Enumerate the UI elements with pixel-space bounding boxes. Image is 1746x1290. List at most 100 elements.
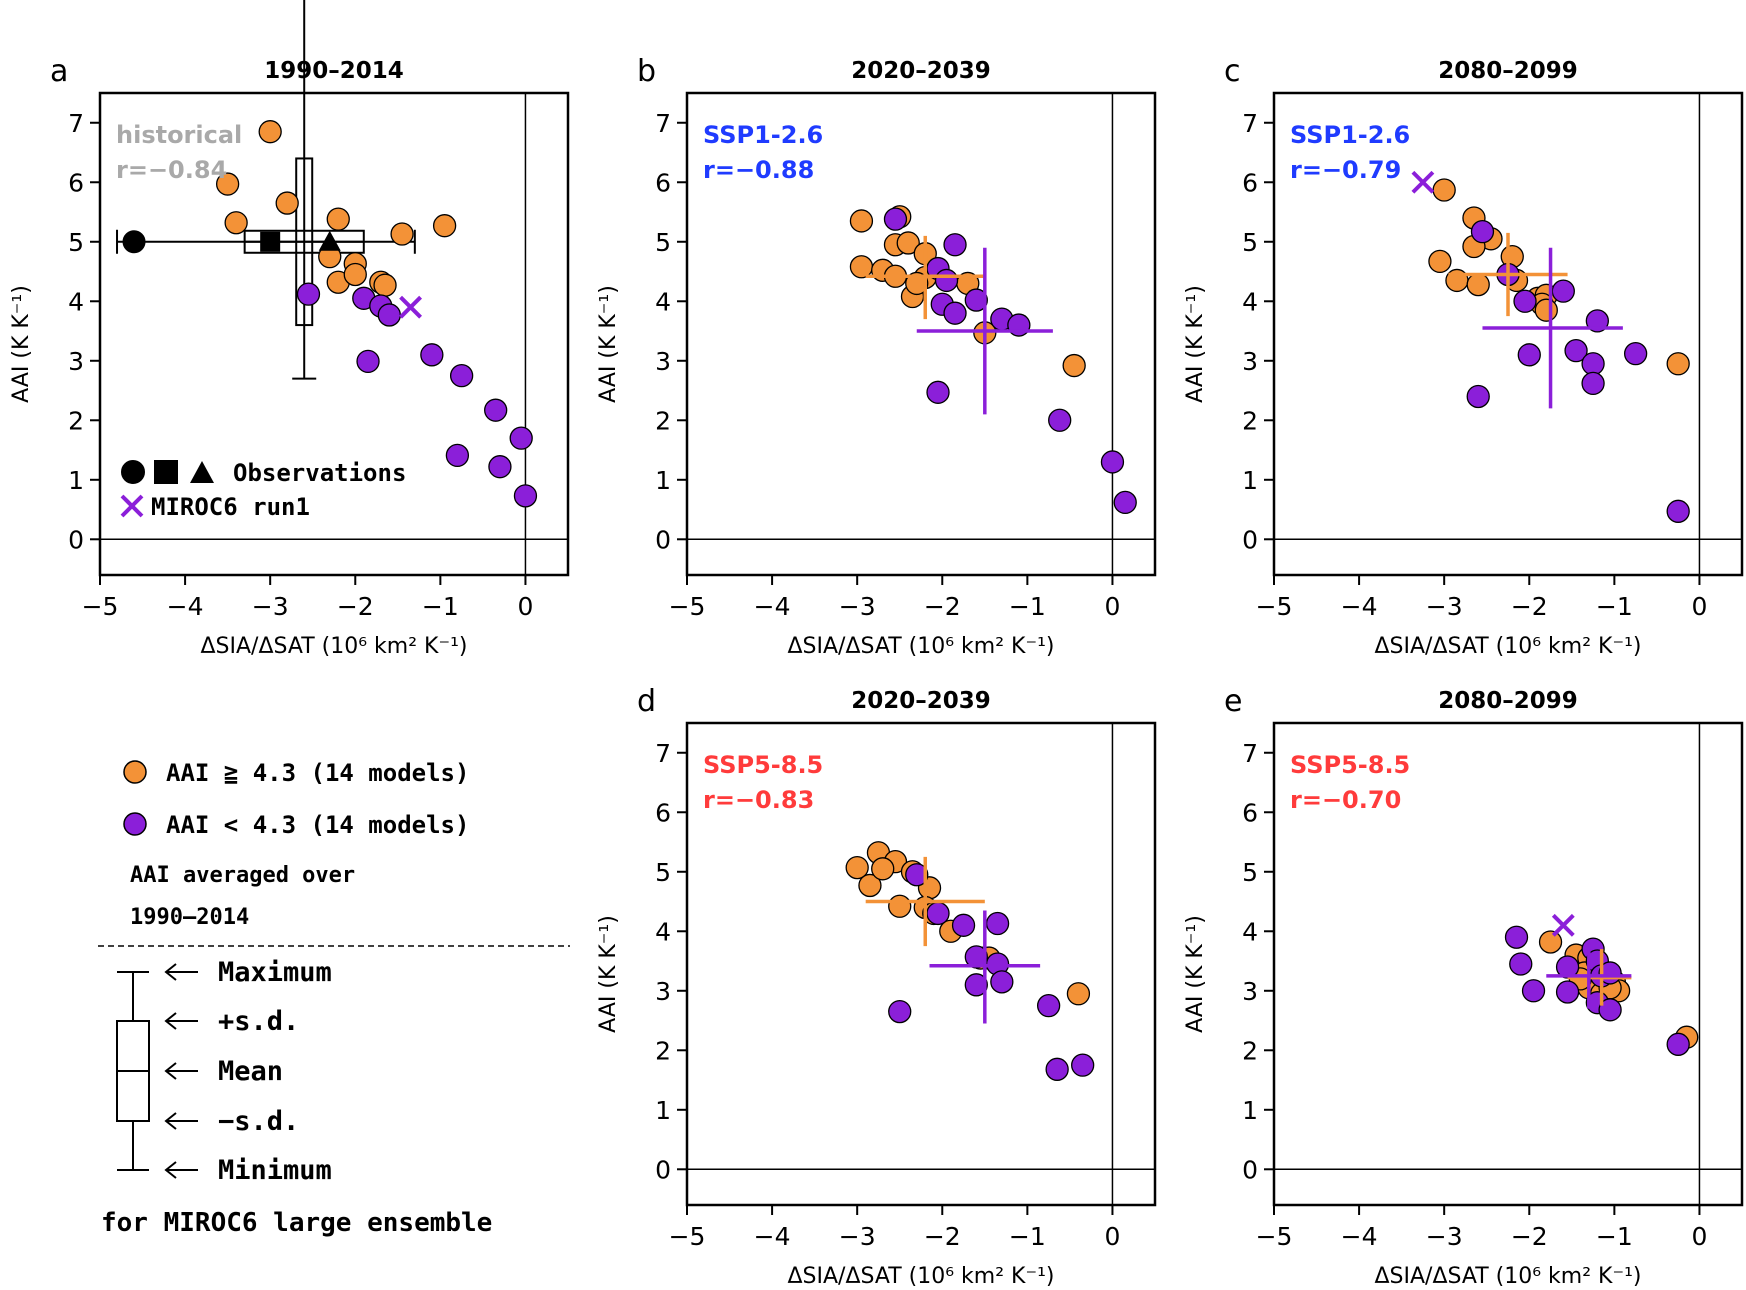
y-tick-label-1: 1 bbox=[655, 466, 671, 495]
miroc-run1-marker bbox=[1551, 913, 1575, 937]
miroc-run1-stroke-b bbox=[399, 295, 422, 319]
y-tick-label-3: 3 bbox=[1242, 347, 1258, 376]
y-axis-label: AAI (K K⁻¹) bbox=[596, 915, 621, 1033]
x-tick-label-1: −4 bbox=[754, 1222, 791, 1251]
y-tick-label-2: 2 bbox=[1242, 1036, 1258, 1065]
period-title: 2080–2099 bbox=[1438, 688, 1578, 714]
x-tick-label-2: −3 bbox=[1426, 592, 1463, 621]
orange-point-13 bbox=[1666, 352, 1690, 376]
legend-box-minus-sd: −s.d. bbox=[218, 1106, 299, 1137]
x-tick-label-4: −1 bbox=[1596, 592, 1633, 621]
plot-frame bbox=[685, 721, 1157, 1207]
legend-low-group-marker bbox=[123, 812, 147, 836]
y-tick-label-5: 5 bbox=[1242, 228, 1258, 257]
legend-box-minimum: Minimum bbox=[218, 1155, 332, 1186]
legend-box-caption: for MIROC6 large ensemble bbox=[101, 1208, 492, 1238]
y-tick-label-1: 1 bbox=[1242, 1096, 1258, 1125]
x-tick-label-5: 0 bbox=[1692, 592, 1708, 621]
panel-letter: d bbox=[637, 684, 656, 719]
purple-point-1 bbox=[1509, 952, 1533, 976]
purple-point-3 bbox=[1551, 279, 1575, 303]
purple-point-1 bbox=[943, 233, 967, 257]
orange-point-2 bbox=[858, 873, 882, 898]
y-tick-label-5: 5 bbox=[655, 858, 671, 887]
y-tick-label-6: 6 bbox=[1242, 798, 1258, 827]
purple-point-10 bbox=[1045, 1057, 1069, 1081]
x-tick-label-3: −2 bbox=[1511, 592, 1548, 621]
legend-box-diagram bbox=[116, 971, 150, 1171]
x-tick-label-1: −4 bbox=[1341, 1222, 1378, 1251]
y-tick-label-5: 5 bbox=[1242, 858, 1258, 887]
x-axis-label: ΔSIA/ΔSAT (10⁶ km² K⁻¹) bbox=[1375, 634, 1642, 659]
purple-point-7 bbox=[1517, 343, 1541, 367]
observation-triangle bbox=[318, 230, 341, 251]
y-tick-label-0: 0 bbox=[655, 525, 671, 554]
y-tick-label-5: 5 bbox=[655, 228, 671, 257]
x-tick-label-4: −1 bbox=[1596, 1222, 1633, 1251]
x-tick-label-5: 0 bbox=[518, 592, 534, 621]
purple-point-6 bbox=[964, 288, 988, 312]
x-tick-label-3: −2 bbox=[1511, 1222, 1548, 1251]
miroc-run1-stroke-b bbox=[1551, 913, 1575, 937]
x-axis-label: ΔSIA/ΔSAT (10⁶ km² K⁻¹) bbox=[788, 1264, 1055, 1289]
x-tick-label-2: −3 bbox=[839, 592, 876, 621]
orange-point-11 bbox=[373, 273, 397, 297]
purple-point-1 bbox=[926, 901, 950, 926]
y-tick-label-3: 3 bbox=[655, 347, 671, 376]
purple-point-2 bbox=[951, 913, 976, 937]
legend-miroc-run1-label: MIROC6 run1 bbox=[151, 493, 310, 521]
legend-miroc-run1-marker bbox=[120, 494, 144, 518]
orange-point-6 bbox=[432, 214, 457, 238]
panel-letter: a bbox=[50, 54, 68, 89]
plot-frame bbox=[1272, 721, 1744, 1207]
purple-point-9 bbox=[1581, 371, 1605, 396]
x-tick-label-3: −2 bbox=[924, 592, 961, 621]
y-tick-label-7: 7 bbox=[68, 109, 84, 138]
legend: Observations MIROC6 run1 AAI ≧ 4.3 (14 m… bbox=[98, 459, 570, 1238]
x-tick-label-0: −5 bbox=[1256, 592, 1293, 621]
y-tick-label-5: 5 bbox=[68, 228, 84, 257]
y-tick-label-1: 1 bbox=[1242, 466, 1258, 495]
purple-point-9 bbox=[926, 380, 950, 404]
purple-point-11 bbox=[1100, 450, 1125, 474]
purple-point-5 bbox=[420, 343, 444, 367]
orange-point-12 bbox=[343, 262, 367, 287]
legend-box-maximum: Maximum bbox=[218, 957, 332, 988]
x-tick-label-0: −5 bbox=[1256, 1222, 1293, 1251]
y-tick-label-2: 2 bbox=[68, 406, 84, 435]
purple-point-4 bbox=[1555, 980, 1580, 1004]
purple-point-12 bbox=[1113, 490, 1137, 515]
y-axis-label: AAI (K K⁻¹) bbox=[9, 285, 34, 403]
purple-point-11 bbox=[1666, 499, 1690, 523]
purple-point-11 bbox=[1666, 1032, 1690, 1056]
y-tick-label-6: 6 bbox=[1242, 168, 1258, 197]
x-tick-label-1: −4 bbox=[1341, 592, 1378, 621]
legend-note-line2: 1990–2014 bbox=[130, 905, 249, 930]
panel-letter: b bbox=[637, 54, 656, 89]
period-title: 1990–2014 bbox=[264, 58, 404, 84]
miroc-ensemble-box bbox=[243, 0, 365, 380]
y-tick-label-2: 2 bbox=[655, 1036, 671, 1065]
purple-point-11 bbox=[1071, 1053, 1095, 1077]
x-tick-label-3: −2 bbox=[337, 592, 374, 621]
y-tick-label-0: 0 bbox=[1242, 525, 1258, 554]
y-axis-label: AAI (K K⁻¹) bbox=[1183, 285, 1208, 403]
orange-point-12 bbox=[1062, 353, 1086, 378]
scenario-label: SSP5-8.5 bbox=[703, 751, 823, 779]
orange-point-4 bbox=[326, 207, 350, 231]
y-tick-label-4: 4 bbox=[655, 917, 671, 946]
y-tick-label-4: 4 bbox=[655, 287, 671, 316]
x-tick-label-1: −4 bbox=[754, 592, 791, 621]
purple-point-3 bbox=[985, 911, 1010, 936]
correlation-label: r=−0.84 bbox=[116, 156, 227, 184]
y-tick-label-3: 3 bbox=[1242, 977, 1258, 1006]
y-tick-label-1: 1 bbox=[68, 466, 84, 495]
orange-point-5 bbox=[849, 255, 874, 279]
orange-point-7 bbox=[1466, 272, 1490, 297]
orange-point-0 bbox=[258, 120, 282, 144]
scenario-label: historical bbox=[116, 121, 242, 149]
orange-point-0 bbox=[1538, 930, 1563, 954]
legend-box-mean: Mean bbox=[218, 1056, 283, 1087]
y-axis-label: AAI (K K⁻¹) bbox=[596, 285, 621, 403]
